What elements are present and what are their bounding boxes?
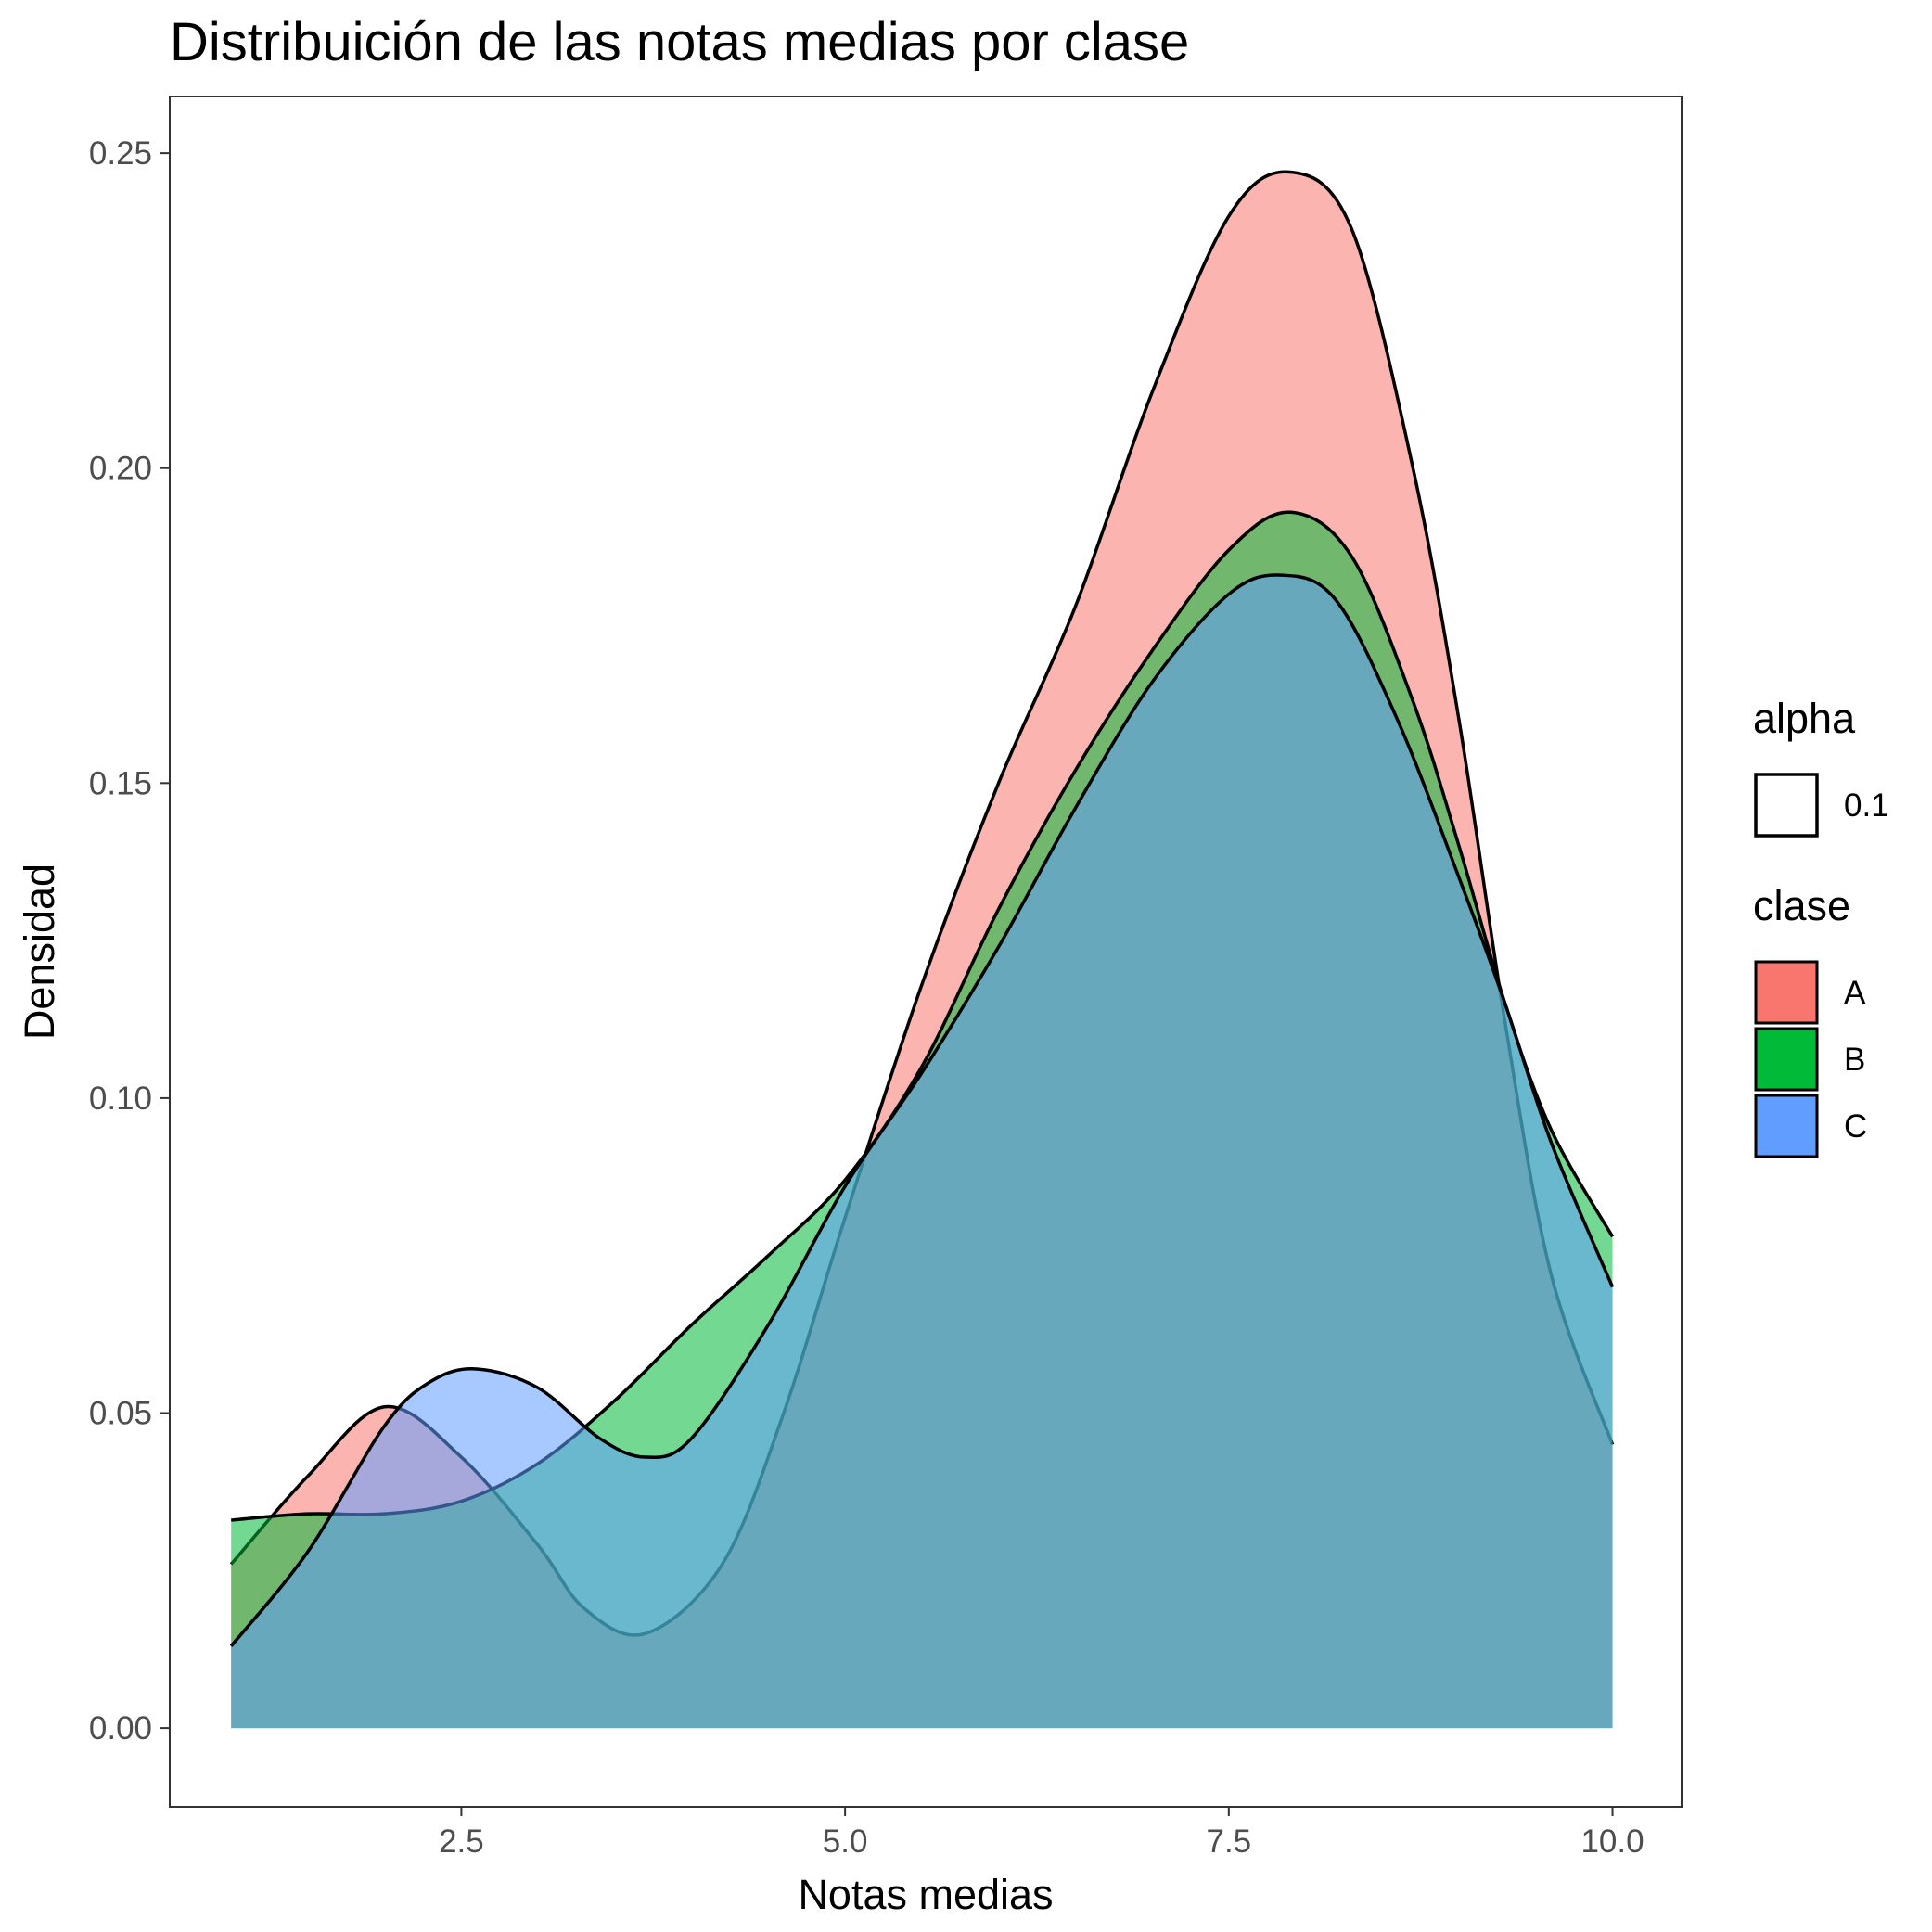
x-tick-label: 5.0 [823,1823,868,1860]
y-tick-label: 0.10 [89,1081,152,1117]
x-axis-title: Notas medias [798,1871,1053,1918]
legend-label: B [1844,1042,1865,1078]
legend-key-0-1 [1754,773,1819,838]
density-line-c [229,573,1615,1647]
legend-key-c [1754,1094,1819,1158]
y-tick-label: 0.25 [89,135,152,172]
y-tick-label: 0.05 [89,1396,152,1432]
x-tick-label: 7.5 [1206,1823,1251,1860]
chart-title: Distribuición de las notas medias por cl… [170,12,1189,72]
legend-title-alpha: alpha [1753,695,1856,742]
legend-label: 0.1 [1844,787,1889,824]
density-area-c [231,574,1613,1729]
x-tick-label: 2.5 [439,1823,484,1860]
legend-label: C [1844,1108,1867,1145]
y-tick-label: 0.15 [89,765,152,801]
y-axis-title: Densidad [16,864,63,1040]
x-axis-ticks: 2.5 5.0 7.5 10.0 [439,1807,1644,1860]
density-areas [229,170,1615,1729]
y-tick-label: 0.00 [89,1710,152,1746]
x-tick-label: 10.0 [1580,1823,1644,1860]
legend-key-b [1754,1027,1819,1092]
y-tick-label: 0.20 [89,451,152,487]
legend-label: A [1844,975,1866,1011]
legend-key-a [1754,960,1819,1025]
legend: alpha 0.1 clase ABC [1753,695,1889,1158]
legend-title-clase: clase [1753,882,1850,929]
y-axis-ticks: 0.00 0.05 0.10 0.15 0.20 0.25 [89,135,170,1746]
